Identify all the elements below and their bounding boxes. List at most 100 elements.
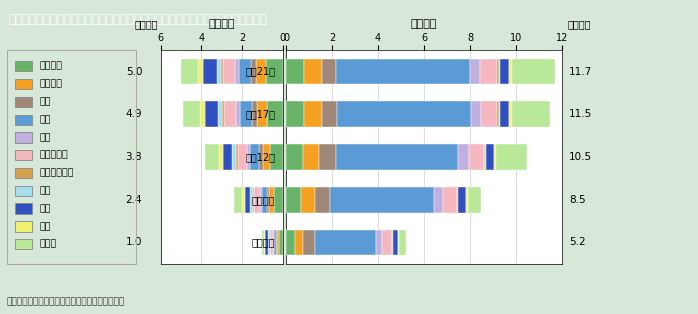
Bar: [496, 144, 528, 170]
Bar: [236, 101, 240, 127]
Text: 〈男性〉: 〈男性〉: [411, 19, 437, 29]
Bar: [221, 59, 223, 84]
Text: （万人）: （万人）: [567, 19, 591, 29]
Text: 3.8: 3.8: [126, 152, 142, 162]
Text: 人文科学: 人文科学: [39, 62, 62, 71]
Bar: [468, 187, 482, 213]
Bar: [267, 101, 283, 127]
Bar: [224, 101, 236, 127]
Bar: [262, 230, 264, 255]
Text: 〈女性〉: 〈女性〉: [209, 19, 235, 29]
Text: 工学: 工学: [39, 115, 51, 124]
Bar: [471, 101, 481, 127]
Bar: [320, 144, 336, 170]
Bar: [200, 101, 205, 127]
Bar: [260, 144, 263, 170]
Bar: [250, 144, 260, 170]
Bar: [203, 59, 216, 84]
Bar: [512, 101, 551, 127]
Bar: [183, 101, 200, 127]
Text: 11.7: 11.7: [569, 67, 592, 77]
Bar: [322, 101, 337, 127]
Bar: [240, 101, 252, 127]
Bar: [510, 59, 512, 84]
Text: 1.0: 1.0: [126, 237, 142, 247]
Bar: [267, 187, 269, 213]
Text: 平成21年: 平成21年: [245, 67, 275, 77]
Bar: [480, 59, 497, 84]
Bar: [251, 187, 253, 213]
Text: 10.5: 10.5: [569, 152, 592, 162]
FancyBboxPatch shape: [15, 239, 31, 249]
FancyBboxPatch shape: [15, 203, 31, 214]
Bar: [301, 187, 315, 213]
Bar: [481, 101, 497, 127]
Bar: [456, 187, 458, 213]
Text: 4.9: 4.9: [126, 109, 142, 119]
Bar: [276, 230, 277, 255]
Bar: [244, 187, 251, 213]
Bar: [234, 187, 242, 213]
Bar: [376, 230, 383, 255]
Bar: [252, 101, 257, 127]
Bar: [433, 187, 443, 213]
FancyBboxPatch shape: [15, 97, 31, 107]
Bar: [263, 144, 270, 170]
FancyBboxPatch shape: [15, 132, 31, 143]
Bar: [205, 101, 218, 127]
Bar: [256, 59, 267, 84]
FancyBboxPatch shape: [15, 221, 31, 231]
Bar: [216, 59, 221, 84]
Text: （備考）文部科学者「学校基本調査」より作成。: （備考）文部科学者「学校基本調査」より作成。: [7, 298, 125, 306]
Text: その他の保健: その他の保健: [39, 169, 74, 177]
Bar: [286, 187, 301, 213]
Bar: [458, 144, 468, 170]
Bar: [337, 101, 471, 127]
Bar: [286, 230, 295, 255]
Bar: [232, 144, 236, 170]
Bar: [443, 187, 456, 213]
Text: 8.5: 8.5: [569, 195, 586, 205]
Bar: [236, 144, 238, 170]
Bar: [500, 59, 510, 84]
Text: （万人）: （万人）: [135, 19, 158, 29]
Bar: [458, 187, 459, 213]
Text: 5.0: 5.0: [126, 67, 142, 77]
Bar: [499, 59, 500, 84]
Bar: [205, 144, 219, 170]
Text: 医学・歯学: 医学・歯学: [39, 151, 68, 160]
Bar: [198, 59, 203, 84]
Bar: [218, 101, 222, 127]
Bar: [274, 230, 276, 255]
Bar: [330, 187, 433, 213]
Bar: [295, 230, 304, 255]
Bar: [274, 187, 283, 213]
Bar: [500, 101, 509, 127]
Bar: [399, 230, 406, 255]
Bar: [238, 144, 247, 170]
Bar: [268, 230, 270, 255]
Bar: [398, 230, 399, 255]
Bar: [315, 187, 330, 213]
Bar: [235, 59, 239, 84]
Bar: [257, 101, 267, 127]
Text: 11.5: 11.5: [569, 109, 592, 119]
Bar: [219, 144, 223, 170]
Bar: [242, 187, 244, 213]
Bar: [223, 59, 235, 84]
Bar: [264, 230, 265, 255]
Bar: [499, 101, 500, 127]
Bar: [277, 230, 279, 255]
Bar: [254, 187, 260, 213]
Bar: [270, 230, 274, 255]
Bar: [315, 230, 376, 255]
Text: 家政: 家政: [39, 186, 51, 195]
Bar: [336, 59, 470, 84]
Text: 社会科学: 社会科学: [39, 79, 62, 89]
Bar: [468, 144, 484, 170]
Bar: [286, 144, 303, 170]
Bar: [336, 144, 458, 170]
Bar: [459, 187, 466, 213]
FancyBboxPatch shape: [15, 150, 31, 160]
Bar: [265, 230, 268, 255]
